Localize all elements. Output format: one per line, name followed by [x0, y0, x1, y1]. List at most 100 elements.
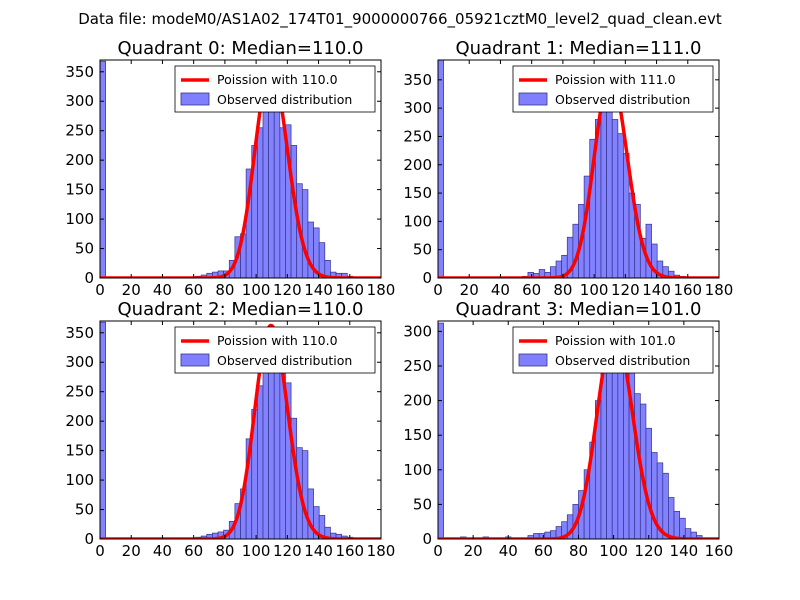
histogram-bar [611, 119, 619, 278]
x-tick-label: 120 [611, 281, 640, 299]
legend-label-observed: Observed distribution [555, 92, 690, 107]
panel-title: Quadrant 2: Median=110.0 [118, 299, 364, 320]
histogram-bar [438, 322, 444, 539]
x-tick-label: 160 [705, 542, 734, 560]
histogram-bar [662, 472, 669, 539]
histogram-bar [645, 427, 652, 539]
plot-frame [99, 59, 382, 279]
y-tick-label: 100 [65, 471, 94, 489]
y-tick-label: 0 [84, 269, 94, 287]
legend-label-observed: Observed distribution [555, 353, 690, 368]
y-tick-label: 150 [65, 442, 94, 460]
x-tick-label: 40 [153, 281, 172, 299]
y-tick-label: 150 [403, 426, 432, 444]
y-tick-label: 0 [84, 530, 94, 548]
y-tick-label: 250 [65, 383, 94, 401]
y-tick-label: 0 [422, 269, 432, 287]
x-tick-label: 20 [460, 281, 479, 299]
x-tick-label: 80 [215, 542, 234, 560]
histogram-bar [679, 517, 686, 539]
x-tick-label: 140 [642, 281, 671, 299]
y-tick-label: 100 [403, 212, 432, 230]
legend: Poission with 110.0 Observed distribution [174, 326, 376, 374]
histogram-bar [257, 127, 264, 278]
plot-frame [99, 320, 382, 540]
x-tick-label: 80 [569, 542, 588, 560]
legend-bar-swatch [180, 92, 210, 106]
histogram-bar [606, 102, 613, 278]
y-tick-label: 350 [403, 71, 432, 89]
y-tick-label: 300 [65, 92, 94, 110]
x-tick-label: 160 [335, 281, 364, 299]
x-tick-label: 100 [599, 542, 628, 560]
legend: Poission with 110.0 Observed distribution [174, 65, 376, 113]
histogram-bar [617, 133, 624, 278]
histogram-bar [262, 100, 269, 278]
y-tick-label: 300 [65, 353, 94, 371]
x-tick-label: 60 [522, 281, 541, 299]
legend-label-observed: Observed distribution [217, 92, 352, 107]
x-tick-label: 40 [153, 542, 172, 560]
y-tick-label: 350 [65, 324, 94, 342]
histogram-bar [600, 99, 607, 278]
x-tick-label: 20 [464, 542, 483, 560]
y-tick-label: 100 [403, 461, 432, 479]
x-tick-label: 180 [705, 281, 734, 299]
y-tick-label: 250 [403, 357, 432, 375]
legend-label-poisson: Poission with 101.0 [555, 333, 676, 348]
y-tick-label: 200 [65, 412, 94, 430]
x-tick-label: 60 [184, 542, 203, 560]
poisson-curve [438, 329, 719, 539]
y-tick-label: 250 [403, 127, 432, 145]
y-tick-label: 300 [403, 322, 432, 340]
y-tick-label: 50 [75, 501, 94, 519]
histogram-bar [668, 270, 675, 278]
x-tick-label: 80 [553, 281, 572, 299]
quadrant-panel-2: Quadrant 2: Median=110.00 20 40 60 80 100 120 1… [65, 299, 395, 560]
plot-frame [437, 59, 720, 279]
y-tick-label: 200 [403, 156, 432, 174]
x-tick-label: 100 [580, 281, 609, 299]
y-tick-label: 150 [65, 181, 94, 199]
x-tick-label: 40 [491, 281, 510, 299]
y-tick-label: 50 [413, 495, 432, 513]
x-tick-label: 20 [122, 281, 141, 299]
x-tick-label: 140 [304, 542, 333, 560]
x-tick-label: 60 [184, 281, 203, 299]
y-tick-label: 50 [413, 241, 432, 259]
legend-label-observed: Observed distribution [217, 353, 352, 368]
quadrant-panel-0: Quadrant 0: Median=110.00 20 40 60 80 100 120 1… [65, 38, 395, 299]
histogram-bar [438, 60, 444, 278]
histogram-bars [100, 321, 354, 539]
figure-suptitle: Data file: modeM0/AS1A02_174T01_90000007… [78, 10, 722, 29]
x-tick-label: 140 [304, 281, 333, 299]
panel-title: Quadrant 0: Median=110.0 [118, 38, 364, 59]
legend-label-poisson: Poission with 110.0 [217, 72, 338, 87]
histogram-bar [645, 223, 652, 278]
y-tick-label: 0 [422, 530, 432, 548]
x-tick-label: 0 [433, 542, 443, 560]
y-tick-label: 100 [65, 210, 94, 228]
legend-bar-swatch [518, 353, 548, 367]
x-tick-label: 40 [499, 542, 518, 560]
x-tick-label: 100 [242, 542, 271, 560]
legend-label-poisson: Poission with 110.0 [217, 333, 338, 348]
histogram-bar [273, 86, 281, 278]
histogram-bar [341, 272, 348, 278]
y-tick-label: 200 [65, 151, 94, 169]
histogram-bar [257, 385, 264, 539]
x-tick-label: 0 [95, 542, 105, 560]
x-tick-label: 0 [433, 281, 443, 299]
y-tick-label: 350 [65, 63, 94, 81]
histogram-bar [301, 189, 309, 278]
quadrant-panel-1: Quadrant 1: Median=111.00 20 40 60 80 100 120 1… [403, 38, 733, 299]
histogram-bar [301, 450, 309, 539]
x-tick-label: 20 [122, 542, 141, 560]
y-tick-label: 250 [65, 122, 94, 140]
y-tick-label: 300 [403, 99, 432, 117]
histogram-bar [100, 321, 106, 539]
histogram-bar [673, 510, 681, 539]
quadrant-panel-3: Quadrant 3: Median=101.0 0 20 40 60 80 100 120 1… [403, 299, 733, 560]
y-tick-label: 50 [75, 240, 94, 258]
